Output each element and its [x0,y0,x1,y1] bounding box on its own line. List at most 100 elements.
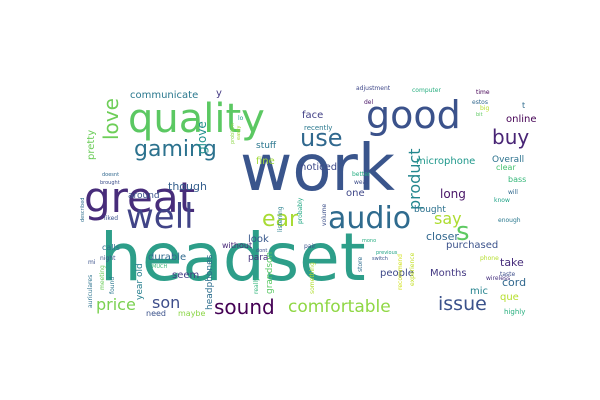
word-though: though [168,180,207,193]
word-cord: cord [502,276,526,289]
word-doesnt: doesnt [102,172,119,178]
word-cloud: headset work great quality good well aud… [80,80,540,320]
word-clear: clear [496,163,516,172]
word-say: say [434,209,462,228]
word-night: night [100,255,116,262]
word-work: work [240,132,395,206]
word-auriculares: auriculares [87,275,94,308]
word-without: without [222,241,252,250]
word-son: son [152,293,180,312]
word-price: price [96,295,136,314]
word-people: people [380,268,414,279]
word-store: store [357,257,364,272]
word-mic: mic [470,286,488,297]
word-adjustment: adjustment [356,85,391,92]
word-para: para [248,253,268,263]
word-closer: closer [426,230,459,243]
word-que: que [500,292,519,303]
word-wireless: wireless [486,275,510,282]
word-maybe: maybe [178,309,206,318]
word-computer: computer [412,87,441,94]
word-quality: quality [128,96,265,142]
word-described: described [80,198,86,222]
word-audio: audio [328,201,411,236]
word-dont: dont [256,248,267,254]
word-glove: glove [195,121,209,154]
word-buy: buy [492,125,529,149]
word-liked: liked [104,215,118,222]
word-communicate: communicate [130,90,198,101]
word-bass: bass [508,175,526,184]
word-t: t [522,101,525,110]
word-MUCH: MUCH [152,264,167,270]
word-highly: highly [504,308,525,316]
word-product: product [405,148,424,210]
word-s: s [456,217,470,247]
word-bought: bought [414,205,446,215]
word-pair: pair [304,243,316,250]
word-enough: enough [498,217,521,224]
word-headphones: headphones [205,254,215,310]
word-seem: seem [172,270,199,281]
word-y: y [216,88,222,99]
word-need: need [146,309,166,318]
word-volume: volume [321,203,328,226]
word-online: online [506,114,537,125]
word-headset: headset [100,219,366,296]
word-Months: Months [430,268,467,279]
word-one: one [346,188,365,199]
word-mono: mono [362,238,376,244]
word-estos: estos [472,99,488,106]
word-taste: taste [500,271,516,278]
word-will: will [508,189,518,196]
word-great: great [84,173,195,222]
word-problem: problem [230,123,236,144]
word-take: take [500,256,524,269]
word-mi: mi [88,259,96,266]
word-ear: ear [262,207,299,232]
word-experience: experience [409,252,416,286]
word-pretty: pretty [86,130,97,160]
word-lo: lo [238,115,244,122]
word-know: know [494,197,510,204]
word-brought: brought [100,180,120,186]
word-issue: issue [438,293,487,315]
word-sound: sound [214,295,275,319]
word-stuff: stuff [256,141,277,151]
word-fine: fine [256,156,275,167]
word-calls: calls [102,243,120,252]
word-probably: probably [297,197,304,224]
word-big: big [480,105,489,112]
word-previous: previous [376,250,398,256]
word-meeting: meeting [99,265,106,290]
word-really: really [253,277,260,294]
word-well: well [126,197,194,237]
word-time: time [476,89,490,96]
word-love: love [99,98,123,140]
word-noticed: noticed [300,162,337,173]
word-long: long [440,187,466,201]
word-look: look [248,234,269,245]
word-face: face [302,110,323,121]
word-recently: recently [304,124,332,132]
word-Overall: Overall [492,155,524,165]
word-found: found [109,277,116,294]
word-purchased: purchased [446,240,498,251]
word-microphone: microphone [416,156,475,167]
word-good: good [366,93,461,137]
word-year-old: year old [135,263,145,300]
word-bit: bit [476,112,483,118]
word-easily: easily [236,125,242,140]
word-switch: switch [372,256,388,262]
word-recommend: recommend [397,254,404,290]
word-use: use [300,124,342,152]
word-del: del [364,99,374,106]
word-better: better [352,171,371,178]
word-gaming: gaming [134,137,217,162]
word-something: something [309,262,316,294]
word-grandson: grandson [265,252,275,294]
word-listening: listening [277,206,284,232]
word-comfortable: comfortable [288,297,391,317]
word-wear: wear [354,179,369,186]
word-durable: durable [148,252,186,263]
